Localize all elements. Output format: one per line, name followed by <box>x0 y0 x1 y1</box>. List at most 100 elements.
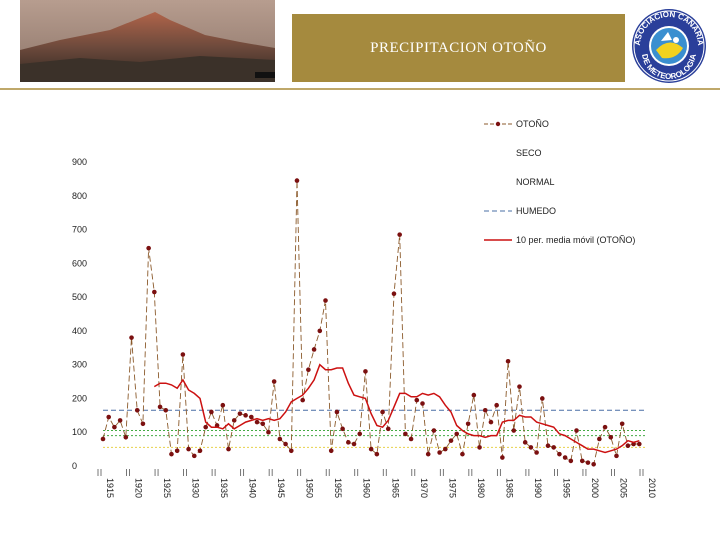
data-point-otono <box>129 335 134 340</box>
data-point-otono <box>585 460 591 465</box>
data-point-otono <box>254 419 260 425</box>
data-point-otono <box>334 409 340 415</box>
data-point-otono <box>226 446 231 452</box>
precipitation-chart: 0 100 200 300 400 500 600 700 800 900 1915 1920 1925… <box>72 119 657 498</box>
x-tick-label: 1915 <box>105 478 115 498</box>
x-tick-label: 1975 <box>447 478 457 498</box>
data-point-otono <box>557 451 562 457</box>
x-tick-label: 1920 <box>134 478 144 498</box>
data-point-otono <box>636 441 642 447</box>
data-point-otono <box>437 450 442 455</box>
x-tick-label: 1965 <box>390 478 400 498</box>
data-point-otono <box>403 431 408 437</box>
legend-label: SECO <box>516 148 542 158</box>
x-tick-label: 1990 <box>533 478 543 498</box>
page-title: PRECIPITACION OTOÑO <box>370 39 547 56</box>
data-point-otono <box>420 401 425 406</box>
data-point-otono <box>545 443 551 449</box>
chart-axes: 0 100 200 300 400 500 600 700 800 900 1915 1920 1925… <box>72 157 657 498</box>
x-tick-label: 1945 <box>276 478 286 498</box>
data-point-otono <box>140 421 146 427</box>
y-tick-label: 800 <box>72 191 87 201</box>
x-tick-label: 1995 <box>561 478 571 498</box>
data-point-otono <box>100 436 106 442</box>
data-point-otono <box>186 446 191 452</box>
x-tick-label: 1960 <box>362 478 372 498</box>
data-point-otono <box>243 413 248 418</box>
data-point-otono <box>346 440 351 445</box>
x-tick-label: 1980 <box>476 478 486 498</box>
data-point-otono <box>152 289 157 295</box>
data-point-otono <box>488 419 494 425</box>
data-point-otono <box>540 396 545 401</box>
data-point-otono <box>602 424 608 430</box>
x-tick-label: 2000 <box>590 478 600 498</box>
y-tick-label: 600 <box>72 258 87 268</box>
data-point-otono <box>260 421 266 427</box>
data-point-otono <box>368 446 374 452</box>
data-point-otono <box>203 424 208 430</box>
data-point-otono <box>317 328 323 334</box>
y-tick-label: 700 <box>72 225 87 235</box>
threshold-lines <box>103 409 645 448</box>
data-point-otono <box>614 453 619 459</box>
association-logo: ASOCIACION CANARIA DE METEOROLOGIA <box>628 6 710 84</box>
data-point-otono <box>283 441 288 447</box>
data-point-otono <box>494 402 499 408</box>
data-point-otono <box>328 448 334 454</box>
data-point-otono <box>551 445 557 450</box>
data-point-otono <box>300 397 305 403</box>
series-line-moving-average <box>153 363 640 454</box>
x-tick-label: 2010 <box>647 478 657 498</box>
data-point-otono <box>351 441 357 447</box>
legend-marker-otono <box>495 121 501 127</box>
data-point-otono <box>482 407 488 413</box>
data-point-otono <box>197 448 203 454</box>
data-point-otono <box>340 426 345 432</box>
data-point-otono <box>169 451 174 457</box>
data-point-otono <box>380 409 385 415</box>
data-point-otono <box>465 421 471 427</box>
data-point-otono <box>631 441 636 447</box>
data-point-otono <box>288 448 294 454</box>
data-point-otono <box>146 245 151 251</box>
data-point-otono <box>231 418 237 423</box>
data-point-otono <box>534 450 539 455</box>
data-point-otono <box>414 397 420 403</box>
data-point-otono <box>106 414 112 420</box>
header-divider <box>0 88 720 90</box>
data-point-otono <box>294 178 300 183</box>
data-point-otono <box>511 428 517 433</box>
data-point-otono <box>574 428 579 433</box>
data-point-otono <box>117 418 123 423</box>
x-tick-label: 1985 <box>504 478 514 498</box>
x-tick-label: 1940 <box>248 478 258 498</box>
data-point-otono <box>163 407 169 413</box>
y-tick-label: 300 <box>72 360 87 370</box>
x-tick-label: 2005 <box>618 478 628 498</box>
data-point-otono <box>528 445 534 450</box>
data-point-otono <box>448 438 454 443</box>
y-tick-label: 900 <box>72 157 87 167</box>
data-point-otono <box>517 384 522 389</box>
data-point-otono <box>306 367 311 373</box>
x-tick-label: 1950 <box>305 478 315 498</box>
header-mountain-photo <box>20 0 275 82</box>
data-point-otono <box>471 392 477 398</box>
data-point-otono <box>157 404 163 410</box>
data-point-otono <box>608 434 614 440</box>
y-tick-label: 500 <box>72 292 87 302</box>
data-point-otono <box>271 379 277 384</box>
data-point-otono <box>180 352 186 357</box>
legend-label: HUMEDO <box>516 206 556 216</box>
mountain-image <box>20 0 275 82</box>
data-point-otono <box>625 443 631 449</box>
data-point-otono <box>357 431 363 437</box>
data-point-otono <box>191 453 197 459</box>
chart-series <box>100 178 642 467</box>
legend-label: OTOÑO <box>516 119 549 129</box>
data-point-otono <box>249 414 254 420</box>
data-point-otono <box>323 298 328 303</box>
data-point-otono <box>579 458 585 464</box>
y-tick-label: 0 <box>72 461 77 471</box>
